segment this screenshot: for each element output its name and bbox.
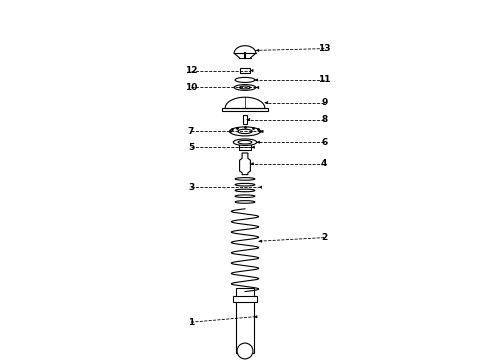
Ellipse shape bbox=[233, 139, 257, 145]
Bar bbox=[221, 108, 269, 111]
Text: 13: 13 bbox=[318, 44, 330, 53]
Text: 8: 8 bbox=[321, 115, 327, 124]
Ellipse shape bbox=[235, 177, 255, 180]
Text: 9: 9 bbox=[321, 98, 327, 107]
Polygon shape bbox=[240, 153, 250, 175]
Text: 4: 4 bbox=[321, 159, 327, 168]
Text: 7: 7 bbox=[188, 127, 194, 136]
Ellipse shape bbox=[235, 183, 255, 186]
Circle shape bbox=[237, 343, 253, 359]
Text: 10: 10 bbox=[185, 83, 197, 92]
Bar bbox=[243, 115, 247, 124]
Ellipse shape bbox=[235, 201, 255, 203]
Text: 3: 3 bbox=[188, 183, 194, 192]
Text: 12: 12 bbox=[185, 66, 197, 75]
Ellipse shape bbox=[235, 77, 255, 82]
Bar bbox=[233, 296, 257, 302]
Text: 11: 11 bbox=[318, 76, 330, 85]
Ellipse shape bbox=[234, 85, 256, 90]
Ellipse shape bbox=[230, 127, 260, 136]
Bar bbox=[236, 288, 254, 353]
Bar bbox=[240, 68, 250, 73]
Text: 2: 2 bbox=[321, 233, 327, 242]
Bar bbox=[239, 144, 251, 150]
Ellipse shape bbox=[235, 195, 255, 198]
Text: 6: 6 bbox=[321, 138, 327, 147]
Ellipse shape bbox=[235, 189, 255, 192]
Ellipse shape bbox=[238, 140, 252, 144]
Text: 1: 1 bbox=[188, 318, 194, 327]
Ellipse shape bbox=[238, 129, 252, 134]
Text: 5: 5 bbox=[188, 143, 194, 152]
Ellipse shape bbox=[240, 86, 250, 89]
